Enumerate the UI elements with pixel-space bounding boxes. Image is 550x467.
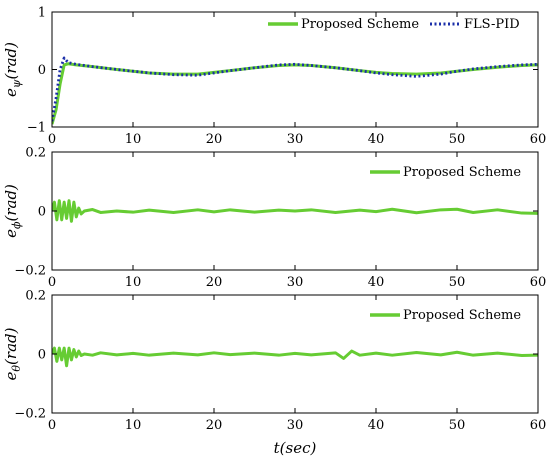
x-tick-label: 50	[449, 132, 466, 147]
series-line-proposed-scheme	[52, 199, 538, 223]
x-tick-label: 20	[206, 132, 223, 147]
legend-label-proposed-scheme: Proposed Scheme	[403, 308, 521, 323]
x-tick-label: 20	[206, 418, 223, 433]
panel-2: 0 10 20 30 40 50 60−0.200.2eϕ(rad)Proposed Sch…	[2, 146, 546, 291]
x-tick-label: 30	[287, 275, 304, 290]
y-axis-label: eϕ(rad)	[2, 184, 23, 238]
x-tick-label: 0	[48, 132, 56, 147]
y-tick-label: 1	[38, 6, 46, 21]
x-tick-label: 60	[530, 275, 547, 290]
x-tick-label: 20	[206, 275, 223, 290]
x-tick-label: 10	[125, 275, 142, 290]
y-axis-label: eψ(rad)	[2, 42, 23, 97]
x-tick-label: 50	[449, 418, 466, 433]
x-tick-label: 30	[287, 418, 304, 433]
x-tick-label: 40	[368, 418, 385, 433]
series-line-fls-pid	[52, 56, 538, 122]
x-tick-label: 30	[287, 132, 304, 147]
x-tick-label: 0	[48, 418, 56, 433]
x-tick-label: 10	[125, 418, 142, 433]
y-tick-label: 0	[38, 348, 46, 363]
y-tick-label: 0	[38, 205, 46, 220]
y-tick-label: 0.2	[25, 146, 46, 161]
legend: Proposed Scheme	[370, 165, 521, 180]
y-axis-label: eθ(rad)	[2, 327, 23, 380]
legend: Proposed Scheme FLS-PID	[268, 17, 520, 32]
legend: Proposed Scheme	[370, 308, 521, 323]
panel-3: 0 10 20 30 40 50 60−0.200.2eθ(rad)t(sec)Propos…	[2, 289, 546, 458]
y-tick-label: 0.2	[25, 289, 46, 304]
series-line-proposed-scheme	[52, 62, 538, 125]
x-tick-label: 50	[449, 275, 466, 290]
y-tick-label: −0.2	[14, 264, 46, 279]
y-tick-label: −1	[27, 121, 46, 136]
x-tick-label: 60	[530, 132, 547, 147]
y-tick-label: 0	[38, 63, 46, 78]
x-tick-label: 40	[368, 275, 385, 290]
legend-label-fls-pid: FLS-PID	[464, 17, 520, 32]
series-line-proposed-scheme	[52, 346, 538, 368]
legend-label-proposed-scheme: Proposed Scheme	[403, 165, 521, 180]
x-tick-label: 10	[125, 132, 142, 147]
x-tick-label: 0	[48, 275, 56, 290]
x-tick-label: 60	[530, 418, 547, 433]
y-tick-label: −0.2	[14, 407, 46, 422]
x-tick-label: 40	[368, 132, 385, 147]
legend-label-proposed-scheme: Proposed Scheme	[301, 17, 419, 32]
x-axis-label: t(sec)	[274, 439, 317, 457]
